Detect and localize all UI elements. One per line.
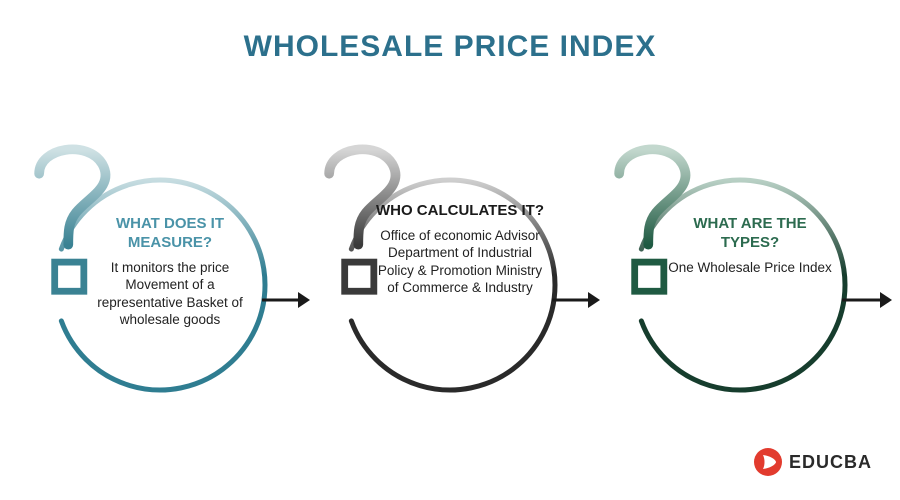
cell-3-body: One Wholesale Price Index [665, 259, 835, 277]
flow-cell-3: WHAT ARE THE TYPES? One Wholesale Price … [590, 160, 870, 420]
cell-1-text: WHAT DOES IT MEASURE? It monitors the pr… [85, 215, 255, 329]
cell-2-text: WHO CALCULATES IT? Office of economic Ad… [375, 202, 545, 297]
arrow-3 [842, 288, 892, 312]
flow-cell-2: WHO CALCULATES IT? Office of economic Ad… [300, 160, 580, 420]
brand-logo: EDUCBA [753, 446, 872, 478]
cell-3-text: WHAT ARE THE TYPES? One Wholesale Price … [665, 215, 835, 276]
flow-cell-1: WHAT DOES IT MEASURE? It monitors the pr… [10, 160, 290, 420]
page-title: WHOLESALE PRICE INDEX [0, 0, 900, 64]
flow-row: WHAT DOES IT MEASURE? It monitors the pr… [0, 160, 900, 420]
cell-1-heading: WHAT DOES IT MEASURE? [85, 215, 255, 253]
cell-2-heading: WHO CALCULATES IT? [375, 202, 545, 221]
cell-2-body: Office of economic Advisor Department of… [375, 227, 545, 297]
cell-1-body: It monitors the price Movement of a repr… [85, 259, 255, 329]
brand-logo-icon [753, 447, 783, 477]
cell-3-heading: WHAT ARE THE TYPES? [665, 215, 835, 253]
brand-logo-text: EDUCBA [789, 452, 872, 473]
